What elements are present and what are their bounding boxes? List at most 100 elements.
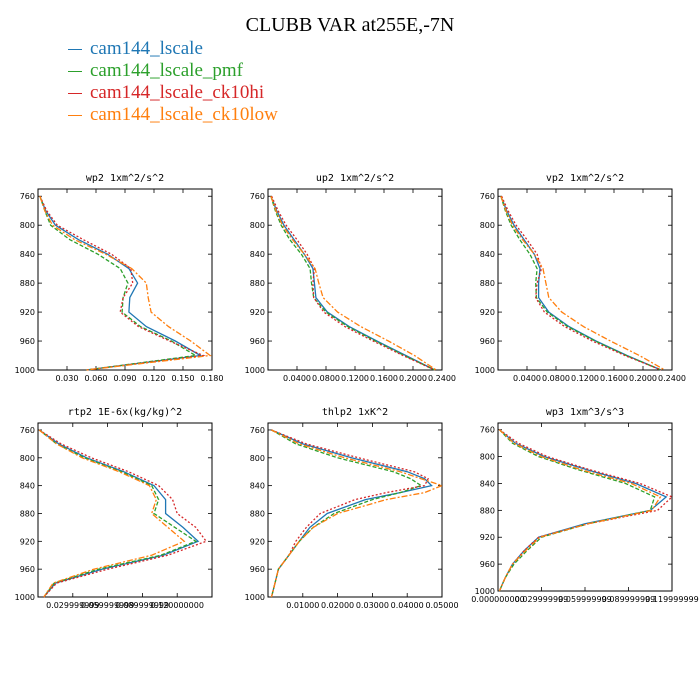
y-tick-label: 760 bbox=[250, 192, 265, 201]
x-tick-label: 0.1200 bbox=[571, 374, 599, 383]
legend-swatch-2 bbox=[68, 92, 82, 94]
x-tick-label: 0.0400 bbox=[283, 374, 311, 383]
series-line-cam144_lscale bbox=[270, 195, 436, 371]
y-tick-label: 800 bbox=[20, 221, 35, 230]
series-line-cam144_lscale_ck10low bbox=[270, 429, 444, 598]
y-tick-label: 920 bbox=[250, 537, 265, 546]
x-tick-label: 0.119999999 bbox=[645, 595, 698, 604]
panel-title: rtp2 1E-6x(kg/kg)^2 bbox=[68, 407, 182, 418]
series-line-cam144_lscale_ck10hi bbox=[498, 429, 674, 592]
legend-label-3: cam144_lscale_ck10low bbox=[90, 104, 278, 125]
series-line-cam144_lscale_ck10hi bbox=[501, 195, 662, 371]
panel-title: wp2 1xm^2/s^2 bbox=[86, 173, 164, 184]
legend: cam144_lscale cam144_lscale_pmf cam144_l… bbox=[68, 38, 278, 126]
legend-swatch-1 bbox=[68, 70, 82, 72]
series-line-cam144_lscale_pmf bbox=[270, 196, 436, 371]
y-tick-label: 1000 bbox=[245, 593, 265, 602]
y-tick-label: 760 bbox=[20, 426, 35, 435]
x-tick-label: 0.089999999 bbox=[602, 595, 655, 604]
y-tick-label: 800 bbox=[480, 221, 495, 230]
series-line-cam144_lscale bbox=[270, 429, 433, 598]
y-tick-label: 960 bbox=[20, 337, 35, 346]
legend-label-0: cam144_lscale bbox=[90, 38, 203, 59]
series-line-cam144_lscale_ck10low bbox=[498, 429, 662, 592]
y-tick-label: 880 bbox=[480, 279, 495, 288]
x-tick-label: 0.029999999 bbox=[46, 601, 99, 610]
x-tick-label: 0.04000 bbox=[391, 601, 424, 610]
series-line-cam144_lscale_ck10low bbox=[39, 195, 212, 371]
x-tick-label: 0.2000 bbox=[399, 374, 427, 383]
legend-swatch-0 bbox=[68, 48, 82, 50]
x-tick-label: 0.120000000 bbox=[150, 601, 203, 610]
x-tick-label: 0.089999999 bbox=[116, 601, 169, 610]
legend-item-2: cam144_lscale_ck10hi bbox=[68, 82, 278, 104]
series-line-cam144_lscale_pmf bbox=[38, 429, 198, 598]
legend-label-1: cam144_lscale_pmf bbox=[90, 60, 244, 81]
series-line-cam144_lscale_ck10low bbox=[500, 195, 666, 371]
y-tick-label: 960 bbox=[480, 337, 495, 346]
series-line-cam144_lscale bbox=[500, 195, 662, 371]
y-tick-label: 840 bbox=[20, 250, 35, 259]
x-tick-label: 0.0800 bbox=[312, 374, 340, 383]
x-tick-label: 0.059999999 bbox=[81, 601, 134, 610]
series-line-cam144_lscale_ck10low bbox=[270, 195, 437, 371]
series-line-cam144_lscale_pmf bbox=[270, 429, 423, 598]
y-tick-label: 960 bbox=[250, 337, 265, 346]
y-tick-label: 920 bbox=[480, 308, 495, 317]
x-tick-label: 0.030 bbox=[56, 374, 79, 383]
panel-frame bbox=[497, 422, 673, 592]
y-tick-label: 840 bbox=[250, 250, 265, 259]
y-tick-label: 920 bbox=[20, 537, 35, 546]
panel-title: wp3 1xm^3/s^3 bbox=[546, 407, 624, 418]
legend-item-3: cam144_lscale_ck10low bbox=[68, 104, 278, 126]
x-tick-label: 0.05000 bbox=[425, 601, 458, 610]
panel-frame bbox=[267, 422, 443, 598]
y-tick-label: 800 bbox=[20, 454, 35, 463]
series-line-cam144_lscale_ck10hi bbox=[39, 195, 206, 371]
y-tick-label: 760 bbox=[480, 192, 495, 201]
panel-0: wp2 1xm^2/s^2 760 800 840 880 920 960 1000 0.030… bbox=[15, 173, 224, 383]
x-tick-label: 0.150 bbox=[172, 374, 195, 383]
panel-frame bbox=[267, 188, 443, 371]
x-tick-label: 0.1200 bbox=[341, 374, 369, 383]
x-tick-label: 0.000000000 bbox=[471, 595, 524, 604]
x-tick-label: 0.2000 bbox=[629, 374, 657, 383]
y-tick-label: 840 bbox=[480, 250, 495, 259]
y-tick-label: 920 bbox=[250, 308, 265, 317]
y-tick-label: 1000 bbox=[245, 366, 265, 375]
y-tick-label: 960 bbox=[480, 560, 495, 569]
series-line-cam144_lscale_pmf bbox=[39, 195, 198, 371]
y-tick-label: 880 bbox=[250, 509, 265, 518]
x-tick-label: 0.090 bbox=[114, 374, 137, 383]
panel-5: wp3 1xm^3/s^3 760 800 840 880 920 960 10000.000… bbox=[471, 407, 698, 604]
series-line-cam144_lscale bbox=[38, 429, 200, 598]
y-tick-label: 920 bbox=[480, 533, 495, 542]
panel-title: up2 1xm^2/s^2 bbox=[316, 173, 394, 184]
panel-frame bbox=[37, 188, 213, 371]
panel-1: up2 1xm^2/s^2 760 800 840 880 920 960 1000 0.040… bbox=[245, 173, 456, 383]
series-line-cam144_lscale_ck10low bbox=[38, 429, 186, 598]
series-line-cam144_lscale_pmf bbox=[500, 196, 662, 371]
y-tick-label: 760 bbox=[480, 426, 495, 435]
legend-item-0: cam144_lscale bbox=[68, 38, 278, 60]
x-tick-label: 0.2400 bbox=[428, 374, 456, 383]
x-tick-label: 0.029999999 bbox=[515, 595, 568, 604]
x-tick-label: 0.059999999 bbox=[558, 595, 611, 604]
y-tick-label: 880 bbox=[20, 279, 35, 288]
x-tick-label: 0.0800 bbox=[542, 374, 570, 383]
y-tick-label: 1000 bbox=[475, 587, 495, 596]
series-line-cam144_lscale_ck10hi bbox=[270, 429, 429, 598]
x-tick-label: 0.120 bbox=[143, 374, 166, 383]
y-tick-label: 840 bbox=[20, 482, 35, 491]
y-tick-label: 800 bbox=[250, 454, 265, 463]
chart-title: CLUBB VAR at255E,-7N bbox=[245, 14, 455, 36]
y-tick-label: 880 bbox=[480, 506, 495, 515]
legend-label-2: cam144_lscale_ck10hi bbox=[90, 82, 265, 103]
legend-swatch-3 bbox=[68, 114, 82, 116]
x-tick-label: 0.180 bbox=[201, 374, 224, 383]
y-tick-label: 760 bbox=[20, 192, 35, 201]
series-line-cam144_lscale_ck10hi bbox=[271, 195, 436, 371]
y-tick-label: 960 bbox=[20, 565, 35, 574]
y-tick-label: 800 bbox=[480, 453, 495, 462]
